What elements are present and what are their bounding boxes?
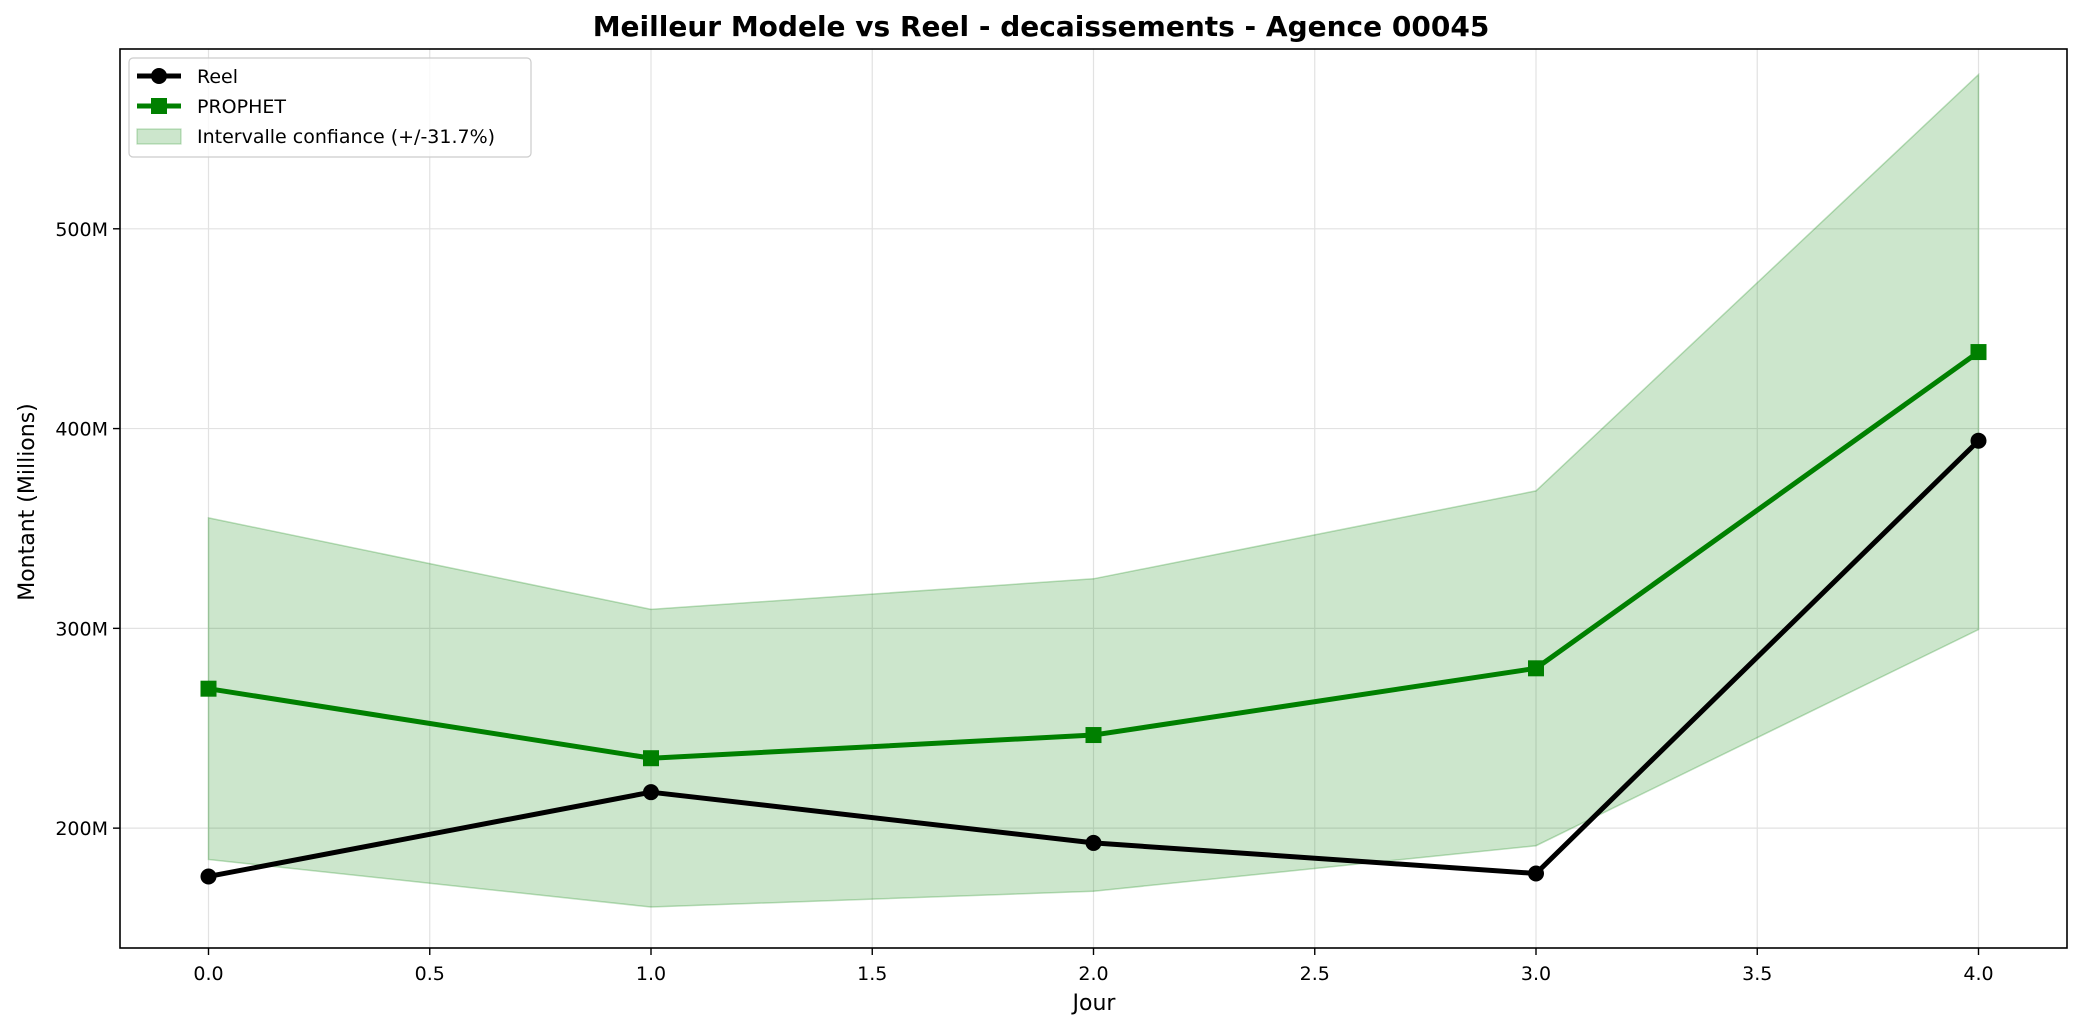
data-point-reel: [1528, 865, 1544, 882]
legend-prophet-marker-icon: [151, 98, 167, 114]
data-point-reel: [1085, 834, 1102, 851]
y-tick-label: 300M: [55, 618, 108, 640]
data-point-prophet: [200, 680, 217, 697]
x-tick-label: 2.0: [1078, 963, 1108, 985]
grid: [120, 49, 2067, 948]
legend-label-reel: Reel: [197, 66, 238, 88]
data-point-prophet: [1970, 344, 1987, 361]
data-point-prophet: [1085, 727, 1102, 744]
x-axis-ticks: 0.0 0.5 1.0 1.5 2.0 2.5 3.0 3.5 4.0: [193, 948, 1994, 985]
y-axis-ticks: 200M 300M 400M 500M: [55, 219, 120, 840]
x-tick-label: 2.5: [1300, 963, 1330, 985]
series-layer: [200, 344, 1987, 885]
x-tick-label: 0.5: [415, 963, 445, 985]
data-point-reel: [1970, 432, 1987, 449]
x-tick-label: 3.5: [1742, 963, 1772, 985]
x-tick-label: 1.0: [636, 963, 666, 985]
legend-reel-marker-icon: [151, 68, 167, 84]
y-tick-label: 500M: [55, 219, 108, 241]
x-tick-label: 3.0: [1521, 963, 1551, 985]
legend-band-swatch-icon: [136, 128, 182, 145]
chart-title: Meilleur Modele vs Reel - decaissements …: [593, 10, 1490, 43]
x-tick-label: 1.5: [857, 963, 887, 985]
data-point-prophet: [643, 750, 659, 767]
y-tick-label: 400M: [55, 419, 108, 441]
confidence-band-layer: [207, 72, 1980, 908]
y-tick-label: 200M: [55, 818, 108, 840]
legend: Reel PROPHET Intervalle confiance (+/-31…: [128, 57, 532, 158]
y-axis-label: Montant (Millions): [15, 403, 40, 601]
data-point-prophet: [1528, 660, 1544, 677]
data-point-reel: [200, 868, 217, 885]
confidence-band: [207, 72, 1980, 908]
legend-label-prophet: PROPHET: [197, 96, 286, 118]
x-tick-label: 4.0: [1963, 963, 1993, 985]
legend-box: [128, 57, 532, 158]
x-tick-label: 0.0: [193, 963, 223, 985]
x-axis-label: Jour: [1071, 991, 1117, 1016]
data-point-reel: [643, 784, 659, 801]
legend-label-band: Intervalle confiance (+/-31.7%): [197, 126, 495, 148]
